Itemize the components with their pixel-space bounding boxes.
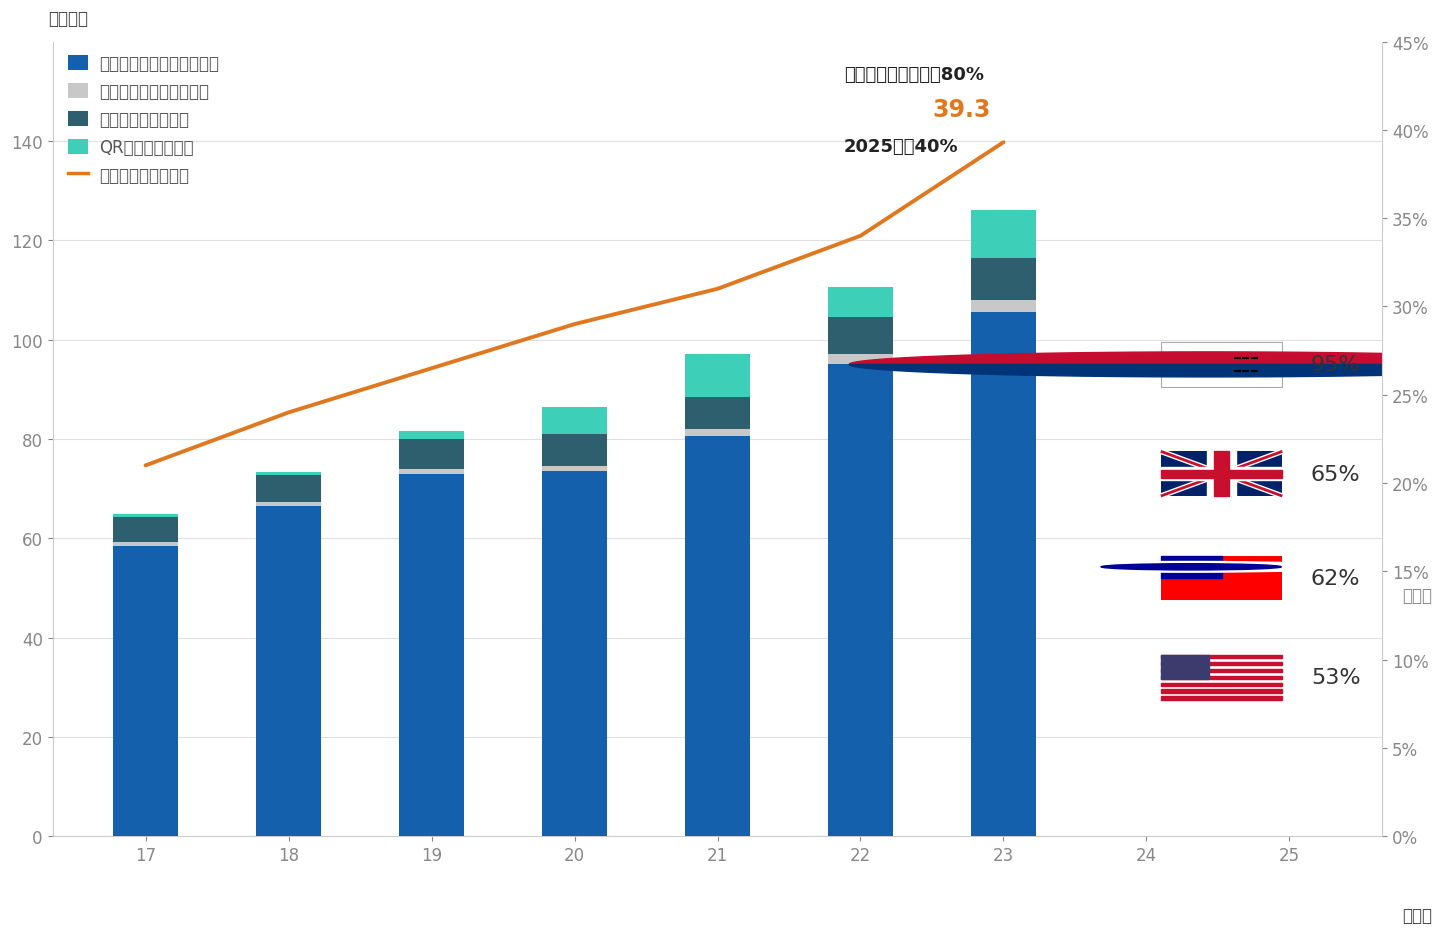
Text: 39.3: 39.3 [932, 97, 991, 122]
Text: 政府目標　将来　：80%: 政府目標 将来 ：80% [844, 66, 984, 84]
Bar [1161, 470, 1283, 478]
Bar [1207, 452, 1236, 496]
Bar [972, 301, 1035, 313]
Bar [1161, 669, 1283, 673]
FancyBboxPatch shape [1161, 342, 1283, 387]
Bar [1161, 690, 1283, 693]
Bar [828, 318, 893, 355]
Text: 53%: 53% [1310, 667, 1361, 688]
Circle shape [1037, 561, 1345, 573]
Bar [1161, 683, 1283, 686]
Bar [114, 542, 177, 546]
Bar [1214, 452, 1228, 496]
Text: （兆円）: （兆円） [49, 9, 88, 28]
Polygon shape [850, 353, 1440, 365]
Bar [1161, 697, 1283, 700]
Bar [256, 502, 321, 507]
Bar [399, 474, 464, 836]
Bar [543, 434, 606, 467]
Text: （年）: （年） [1403, 906, 1433, 924]
Bar [1161, 468, 1283, 481]
Bar [543, 467, 606, 471]
Bar [685, 397, 750, 430]
Bar [114, 517, 177, 542]
Bar [1161, 676, 1283, 679]
Text: 65%: 65% [1310, 464, 1361, 484]
Bar [1161, 663, 1283, 665]
FancyBboxPatch shape [1161, 655, 1283, 700]
Bar [828, 288, 893, 318]
Bar [972, 258, 1035, 301]
Bar [399, 432, 464, 440]
FancyBboxPatch shape [1161, 452, 1283, 496]
Legend: クレジットカード（左軸）, デビットカード（左軸）, 電子マネー（左軸）, QRコード（左軸）, キャッシュレス比率: クレジットカード（左軸）, デビットカード（左軸）, 電子マネー（左軸）, QR… [68, 55, 219, 185]
Bar [256, 475, 321, 502]
Bar [685, 355, 750, 397]
Polygon shape [850, 365, 1440, 378]
Bar [256, 472, 321, 475]
Bar [1161, 655, 1210, 679]
Bar [114, 546, 177, 836]
Bar [828, 355, 893, 365]
Bar [399, 470, 464, 474]
Bar [972, 212, 1035, 258]
Circle shape [1102, 564, 1282, 571]
Bar [543, 471, 606, 836]
Bar [972, 313, 1035, 836]
Bar [543, 407, 606, 434]
FancyBboxPatch shape [1161, 556, 1283, 600]
Bar [114, 515, 177, 517]
Bar [685, 430, 750, 437]
Text: 62%: 62% [1310, 568, 1361, 588]
Bar [1161, 655, 1283, 659]
Bar [828, 365, 893, 836]
Text: （％）: （％） [1403, 586, 1433, 604]
Bar [256, 507, 321, 836]
Bar [399, 440, 464, 470]
Bar [685, 437, 750, 836]
Text: 95%: 95% [1310, 355, 1361, 375]
Text: 2025年：40%: 2025年：40% [844, 137, 959, 156]
Bar [1161, 556, 1221, 578]
